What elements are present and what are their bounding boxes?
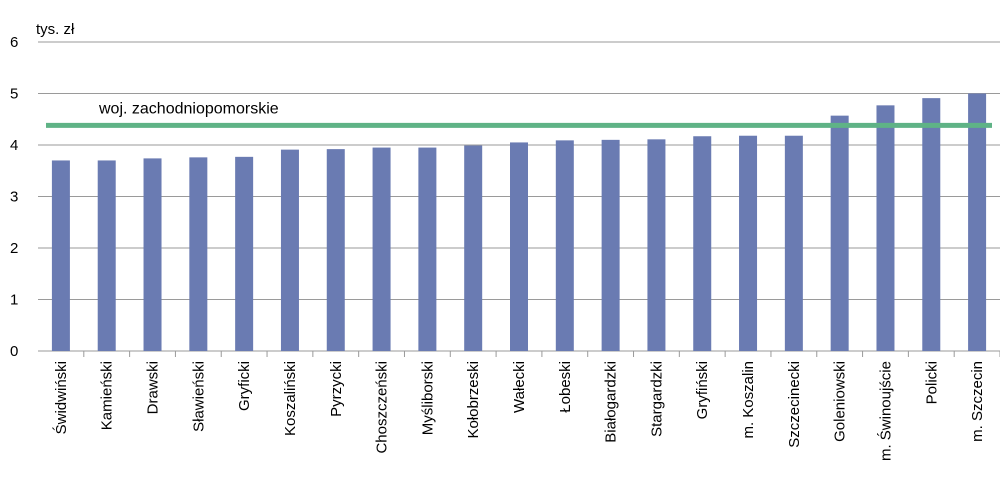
y-unit-label: tys. zł xyxy=(36,21,75,38)
bar xyxy=(143,158,162,351)
x-category-label: Białogardzki xyxy=(603,361,620,443)
x-category-label: Kamieński xyxy=(99,361,116,430)
bars xyxy=(51,93,987,352)
bar xyxy=(647,139,666,351)
x-category-label: Pyrzycki xyxy=(328,361,345,417)
x-category-label: Stargardzki xyxy=(648,361,665,437)
bar xyxy=(418,147,437,351)
reference-line-label: woj. zachodniopomorskie xyxy=(98,100,279,117)
bar xyxy=(876,105,895,351)
bar xyxy=(601,139,620,351)
y-tick-label: 5 xyxy=(10,86,18,103)
x-category-label: Gryfiński xyxy=(694,361,711,419)
bar xyxy=(280,149,299,351)
x-category-label: Koszaliński xyxy=(282,361,299,436)
y-axis: 0 1 2 3 4 5 6 xyxy=(10,34,18,360)
x-category-label: Wałecki xyxy=(511,361,528,413)
x-category-label: m. Świnoujście xyxy=(876,361,894,461)
x-category-label: Gryficki xyxy=(236,361,253,411)
bar xyxy=(555,140,574,351)
bar xyxy=(235,156,254,351)
bar xyxy=(189,157,208,351)
bar xyxy=(372,147,391,351)
bar xyxy=(464,145,483,351)
x-category-label: Choszczeński xyxy=(374,361,391,454)
bar xyxy=(51,160,70,351)
bar xyxy=(326,149,345,351)
bar xyxy=(739,135,758,351)
x-category-label: Sławieński xyxy=(190,361,207,432)
x-category-label: Świdwiński xyxy=(52,361,70,434)
bar xyxy=(830,115,849,352)
x-category-label: Drawski xyxy=(145,361,162,414)
x-axis: Świdwiński Kamieński Drawski Sławieński Gryf… xyxy=(52,351,1000,461)
bar xyxy=(510,142,528,351)
y-tick-label: 3 xyxy=(10,189,18,206)
x-category-label: Myśliborski xyxy=(419,361,436,435)
x-category-label: Kołobrzeski xyxy=(465,361,482,439)
y-tick-label: 1 xyxy=(10,292,18,309)
x-category-label: m. Koszalin xyxy=(740,361,757,439)
bar xyxy=(968,93,987,351)
bar xyxy=(922,98,941,351)
bar xyxy=(784,135,803,351)
y-tick-label: 6 xyxy=(10,34,18,51)
x-category-label: Goleniowski xyxy=(832,361,849,442)
x-category-label: m. Szczecin xyxy=(969,361,986,442)
bar xyxy=(97,160,116,351)
x-category-label: Szczecinecki xyxy=(786,361,803,448)
y-tick-label: 2 xyxy=(10,240,18,257)
y-tick-label: 4 xyxy=(10,137,18,154)
bar xyxy=(693,136,712,351)
x-category-label: Łobeski xyxy=(557,361,574,413)
x-category-label: Policki xyxy=(923,361,940,404)
y-tick-label: 0 xyxy=(10,343,18,360)
reference-line-group: woj. zachodniopomorskie xyxy=(46,100,992,128)
